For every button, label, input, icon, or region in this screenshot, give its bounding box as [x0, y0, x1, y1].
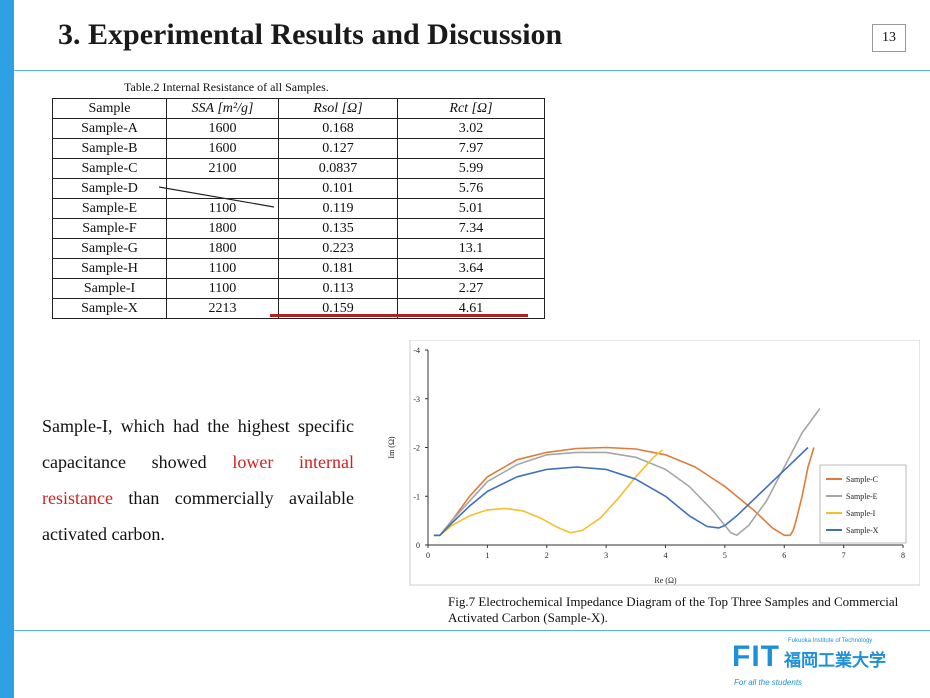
- x-tick-label: 0: [426, 551, 430, 560]
- cell-sample: Sample-B: [52, 138, 167, 159]
- x-axis-label: Re (Ω): [654, 576, 676, 585]
- legend-label: Sample-C: [846, 475, 878, 484]
- x-tick-label: 3: [604, 551, 608, 560]
- y-axis-label: Im (Ω): [387, 436, 396, 458]
- resistance-table: Sample SSA [m²/g] Rsol [Ω] Rct [Ω] Sampl…: [52, 98, 545, 319]
- cell-sample: Sample-X: [52, 298, 167, 319]
- logo-subtitle: Fukuoka Institute of Technology: [788, 638, 873, 644]
- cell-ssa: 1800: [166, 218, 279, 239]
- figure-caption: Fig.7 Electrochemical Impedance Diagram …: [448, 594, 899, 625]
- x-tick-label: 1: [485, 551, 489, 560]
- discussion-highlight: lower internal resistance: [42, 452, 354, 508]
- cell-rsol: 0.101: [278, 178, 398, 199]
- cell-sample: Sample-E: [52, 198, 167, 219]
- cell-ssa: 2213: [166, 298, 279, 319]
- table-row: Sample-E 1100 0.119 5.01: [52, 198, 545, 219]
- cell-rct: 7.97: [397, 138, 545, 159]
- x-tick-label: 2: [545, 551, 549, 560]
- footer-tagline: For all the students: [734, 678, 803, 687]
- table-row: Sample-I 1100 0.113 2.27: [52, 278, 545, 299]
- cell-rsol: 0.135: [278, 218, 398, 239]
- legend-label: Sample-E: [846, 492, 878, 501]
- x-tick-label: 6: [782, 551, 786, 560]
- cell-ssa: [166, 178, 279, 199]
- cell-rsol: 0.159: [278, 298, 398, 319]
- cell-sample: Sample-D: [52, 178, 167, 199]
- cell-rsol: 0.168: [278, 118, 398, 139]
- cell-rct: 4.61: [397, 298, 545, 319]
- table-row: Sample-G 1800 0.223 13.1: [52, 238, 545, 259]
- cell-rct: 5.76: [397, 178, 545, 199]
- cell-sample: Sample-I: [52, 278, 167, 299]
- cell-sample: Sample-A: [52, 118, 167, 139]
- discussion-text: Sample-I, which had the highest specific…: [42, 408, 354, 552]
- series-line-sample-x: [433, 446, 809, 537]
- slide-title: 3. Experimental Results and Discussion: [58, 18, 563, 51]
- table-caption: Table.2 Internal Resistance of all Sampl…: [124, 80, 329, 94]
- x-tick-label: 7: [842, 551, 846, 560]
- cell-rct: 7.34: [397, 218, 545, 239]
- series-line-sample-e: [433, 408, 821, 537]
- cell-ssa: 1100: [166, 278, 279, 299]
- cell-sample: Sample-F: [52, 218, 167, 239]
- cell-ssa: 1600: [166, 138, 279, 159]
- cell-ssa: 2100: [166, 158, 279, 179]
- cell-sample: Sample-H: [52, 258, 167, 279]
- cell-rct: 5.01: [397, 198, 545, 219]
- fit-logo: FIT 福岡工業大学: [732, 640, 886, 674]
- header-rsol: Rsol [Ω]: [278, 98, 398, 119]
- cell-rsol: 0.181: [278, 258, 398, 279]
- y-tick-label: -1: [413, 492, 420, 501]
- y-tick-label: -4: [413, 346, 420, 355]
- header-divider: [14, 70, 930, 71]
- table-row: Sample-C 2100 0.0837 5.99: [52, 158, 545, 179]
- cell-sample: Sample-C: [52, 158, 167, 179]
- x-tick-label: 8: [901, 551, 905, 560]
- logo-jp-text: 福岡工業大学: [784, 651, 886, 671]
- table-row: Sample-B 1600 0.127 7.97: [52, 138, 545, 159]
- cell-sample: Sample-G: [52, 238, 167, 259]
- header-ssa: SSA [m²/g]: [166, 98, 279, 119]
- cell-ssa: 1100: [166, 198, 279, 219]
- logo-fit-text: FIT: [732, 640, 780, 673]
- discussion-part-1: Sample-I, which had the highest specific…: [42, 416, 354, 472]
- highlight-underline: [270, 314, 528, 317]
- cell-rct: 13.1: [397, 238, 545, 259]
- table-header-row: Sample SSA [m²/g] Rsol [Ω] Rct [Ω]: [52, 98, 545, 119]
- header-sample: Sample: [52, 98, 167, 119]
- footer-divider: [14, 630, 930, 631]
- x-tick-label: 5: [723, 551, 727, 560]
- cell-ssa: 1800: [166, 238, 279, 259]
- cell-rsol: 0.0837: [278, 158, 398, 179]
- page-number: 13: [872, 24, 906, 52]
- cell-rsol: 0.113: [278, 278, 398, 299]
- cell-rct: 5.99: [397, 158, 545, 179]
- cell-ssa: 1600: [166, 118, 279, 139]
- y-tick-label: 0: [416, 541, 420, 550]
- table-row: Sample-F 1800 0.135 7.34: [52, 218, 545, 239]
- table-row: Sample-D 0.101 5.76: [52, 178, 545, 199]
- legend-label: Sample-I: [846, 509, 876, 518]
- cell-rct: 2.27: [397, 278, 545, 299]
- cell-rsol: 0.127: [278, 138, 398, 159]
- cell-rct: 3.02: [397, 118, 545, 139]
- y-tick-label: -3: [413, 395, 420, 404]
- accent-bar: [0, 0, 14, 698]
- cell-rsol: 0.223: [278, 238, 398, 259]
- legend-label: Sample-X: [846, 526, 879, 535]
- header-rct: Rct [Ω]: [397, 98, 545, 119]
- chart-frame: [409, 340, 920, 586]
- table-row: Sample-A 1600 0.168 3.02: [52, 118, 545, 139]
- cell-ssa: 1100: [166, 258, 279, 279]
- table-row: Sample-H 1100 0.181 3.64: [52, 258, 545, 279]
- discussion-part-2: than commercially available activated ca…: [42, 488, 354, 544]
- cell-rct: 3.64: [397, 258, 545, 279]
- series-line-sample-c: [433, 446, 815, 537]
- impedance-chart: 0 1 2 3 4 5 6 7 8 0 -1 -2 -3 -4 Re (Ω) Im (Ω) Sample-C Sa…: [387, 340, 920, 586]
- cell-rsol: 0.119: [278, 198, 398, 219]
- series-line-sample-i: [433, 449, 664, 537]
- table-row: Sample-X 2213 0.159 4.61: [52, 298, 545, 319]
- x-tick-label: 4: [664, 551, 668, 560]
- y-tick-label: -2: [413, 444, 420, 453]
